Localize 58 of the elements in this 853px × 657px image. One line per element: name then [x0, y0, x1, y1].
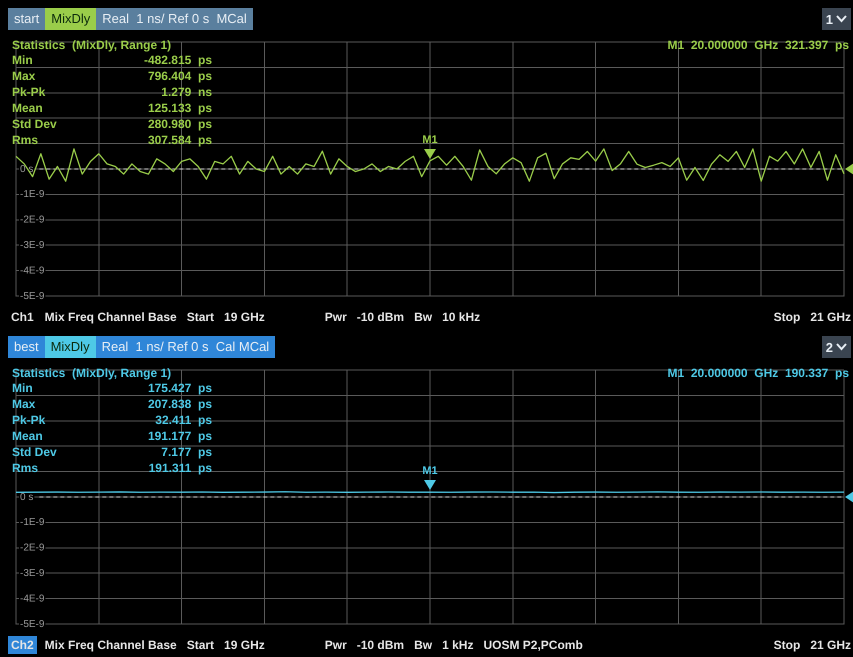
- y-tick-label: -2E-9: [20, 542, 45, 554]
- annotation: 32.411 ps: [154, 412, 212, 428]
- annotation: M1: [421, 134, 439, 147]
- annotation: Pk-Pk: [12, 412, 46, 428]
- annotation: -482.815 ps: [142, 52, 212, 68]
- y-tick-label: -3E-9: [20, 240, 45, 251]
- text: Real 1 ns/ Ref 0 s Cal MCal: [96, 336, 276, 358]
- y-tick-label: -3E-9: [20, 568, 45, 579]
- annotation: 207.838 ps: [146, 396, 212, 412]
- text: Stop 21 GHz: [774, 638, 851, 652]
- chart-title: best: [8, 336, 45, 358]
- annotation: Pk-Pk: [12, 84, 46, 100]
- annotation: Min: [12, 52, 34, 68]
- annotation: M1 20.000000 GHz 321.397 ps: [668, 38, 849, 52]
- annotation: 7.177 ps: [160, 444, 212, 460]
- annotation: M1: [421, 465, 439, 478]
- text: Ch2: [8, 636, 37, 654]
- annotation: 280.980 ps: [146, 116, 212, 132]
- y-tick-label: 0 s: [20, 492, 34, 503]
- text: Pwr -10 dBm Bw 10 kHz: [324, 310, 480, 324]
- text: Real 1 ns/ Ref 0 s MCal: [96, 8, 253, 30]
- chart-subtitle: MixDly: [44, 336, 96, 358]
- chart-subtitle: MixDly: [45, 8, 96, 30]
- annotation: 1.279 ns: [160, 84, 212, 100]
- annotation: M1 20.000000 GHz 190.337 ps: [668, 366, 849, 380]
- annotation: 175.427 ps: [146, 380, 212, 396]
- annotation: Mean: [12, 100, 44, 116]
- text: 1: [826, 12, 833, 26]
- annotation: Min: [12, 380, 34, 396]
- annotation: Std Dev: [12, 116, 58, 132]
- annotation: Statistics (MixDly, Range 1): [12, 366, 172, 380]
- y-tick-label: -2E-9: [20, 214, 45, 226]
- annotation: Mean: [12, 428, 44, 444]
- y-tick-label: -4E-9: [20, 593, 45, 604]
- text: Mix Freq Channel Base Start 19 GHz: [44, 310, 265, 324]
- y-tick-label: -4E-9: [20, 265, 45, 276]
- text: Mix Freq Channel Base Start 19 GHz: [44, 638, 265, 652]
- annotation: Std Dev: [12, 444, 58, 460]
- y-tick-label: -1E-9: [20, 517, 45, 528]
- text: Stop 21 GHz: [774, 310, 851, 324]
- y-tick-label: -1E-9: [20, 189, 45, 200]
- annotation: Max: [12, 396, 36, 412]
- text: Pwr -10 dBm Bw 1 kHz UOSM P2,PComb: [324, 638, 583, 652]
- y-tick-label: -5E-9: [20, 290, 45, 302]
- y-tick-label: -5E-9: [20, 618, 45, 630]
- annotation: 796.404 ps: [146, 68, 212, 84]
- annotation: Rms: [12, 132, 40, 148]
- annotation: Rms: [12, 460, 40, 476]
- y-tick-label: 0 s: [20, 164, 34, 175]
- annotation: 191.311 ps: [148, 460, 212, 476]
- annotation: 307.584 ps: [146, 132, 212, 148]
- annotation: Max: [12, 68, 36, 84]
- annotation: 125.133 ps: [146, 100, 212, 116]
- text: Ch1: [10, 309, 35, 326]
- annotation: Statistics (MixDly, Range 1): [12, 38, 172, 52]
- annotation: 191.177 ps: [146, 428, 212, 444]
- chart-title: start: [8, 8, 46, 30]
- text: 2: [826, 340, 833, 354]
